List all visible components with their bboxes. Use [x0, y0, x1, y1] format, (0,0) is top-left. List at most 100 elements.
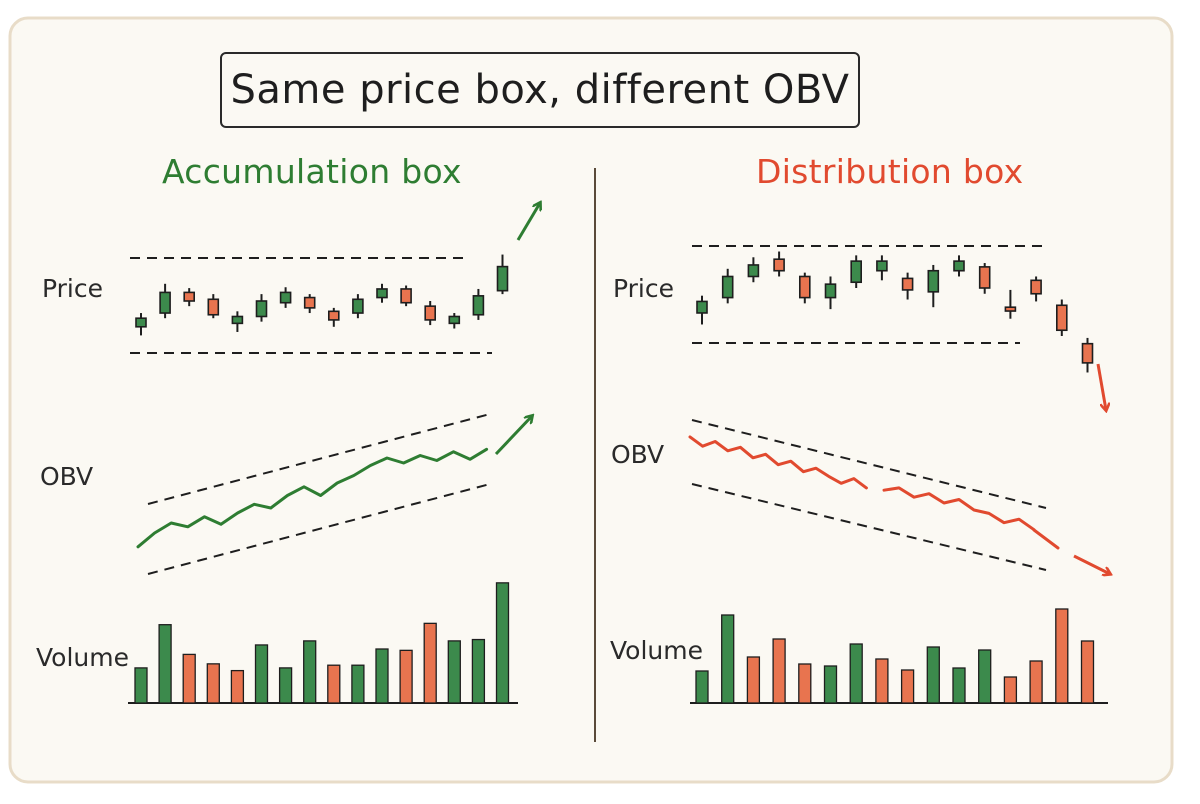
accumulation-heading: Accumulation box	[162, 152, 462, 191]
candle-body	[876, 260, 888, 272]
dist-volume-bar	[746, 656, 761, 704]
dist-volume-bar	[849, 643, 863, 704]
candle-body	[183, 291, 195, 302]
dist-candle	[978, 263, 991, 294]
dist-candle	[901, 272, 914, 300]
dist-candle	[876, 255, 888, 281]
acc-volume-bar	[134, 667, 148, 704]
candle-body	[279, 291, 292, 304]
candle-body	[400, 288, 412, 304]
dist-candle	[1056, 299, 1068, 336]
dist-volume-bar	[823, 665, 838, 704]
acc-volume-bar	[254, 644, 269, 704]
acc-obv-channel-bottom	[147, 483, 491, 575]
acc-volume-bar	[447, 640, 461, 704]
dist-candle	[1030, 276, 1042, 302]
acc-candle	[231, 311, 244, 332]
dist-candle	[747, 257, 760, 283]
dist-volume-bar	[900, 669, 915, 704]
candle-body	[1004, 306, 1017, 312]
acc-price-label: Price	[42, 274, 103, 303]
dist-volume-bar	[875, 658, 889, 704]
candle-body	[496, 265, 509, 292]
candle-body	[721, 275, 734, 299]
acc-volume-bar	[399, 649, 413, 704]
acc-volume-bar	[206, 663, 220, 704]
acc-candle	[279, 287, 292, 308]
acc-candle	[159, 283, 171, 319]
acc-candle	[303, 294, 316, 314]
distribution-panel	[688, 245, 1110, 704]
acc-volume-bar	[230, 669, 245, 704]
candle-body	[1030, 279, 1042, 295]
candle-body	[352, 298, 364, 314]
acc-candle	[255, 294, 268, 322]
acc-candle	[183, 288, 195, 307]
dist-candle	[1081, 337, 1094, 373]
candle-body	[424, 305, 437, 321]
dist-volume-bar	[978, 649, 992, 704]
acc-volume-bar	[375, 648, 389, 704]
acc-candle	[424, 301, 437, 326]
dist-volume-bar	[952, 667, 966, 704]
acc-volume-bar	[303, 640, 317, 704]
candle-body	[472, 295, 485, 316]
candle-body	[696, 300, 708, 314]
acc-candle	[472, 288, 485, 320]
acc-candle	[400, 285, 412, 307]
dist-obv-line	[688, 435, 868, 490]
acc-volume-bar	[182, 653, 196, 704]
candle-body	[376, 288, 388, 299]
dist-candle	[773, 251, 785, 277]
dist-volume-bar	[1080, 640, 1095, 704]
candle-body	[448, 315, 461, 325]
candle-body	[773, 258, 785, 272]
candle-body	[135, 317, 147, 328]
dist-candle	[927, 264, 940, 308]
dist-candle	[798, 272, 811, 304]
acc-candle	[496, 254, 509, 295]
dist-volume-bar	[721, 614, 735, 704]
candle-body	[850, 260, 863, 284]
candle-body	[798, 275, 811, 299]
dist-obv-channel-top	[691, 419, 1047, 509]
acc-candle	[207, 294, 220, 319]
dist-volume-label: Volume	[610, 636, 703, 665]
acc-obv-label: OBV	[40, 462, 94, 491]
acc-volume-bar	[471, 638, 486, 704]
acc-volume-bar	[158, 624, 172, 704]
candle-body	[953, 260, 965, 272]
dist-volume-bar	[1055, 608, 1069, 704]
candle-body	[231, 315, 244, 325]
candle-body	[1056, 304, 1068, 332]
acc-volume-bar	[327, 664, 341, 704]
dist-price-arrow	[1096, 363, 1106, 410]
candle-body	[327, 310, 340, 321]
candle-body	[207, 298, 220, 316]
frame	[8, 16, 1174, 784]
distribution-heading: Distribution box	[756, 152, 1024, 191]
acc-volume-bar	[351, 664, 365, 704]
dist-volume-bar	[798, 663, 812, 704]
dist-volume-bar	[1029, 660, 1043, 704]
dist-volume-bar	[1003, 676, 1018, 704]
dist-volume-bar	[926, 646, 940, 704]
dist-obv-arrow	[1073, 554, 1110, 574]
diagram-title: Same price box, different OBV	[220, 52, 860, 128]
candle-body	[1081, 342, 1094, 364]
dist-obv-line-continued	[882, 486, 1036, 532]
acc-obv-line	[136, 447, 489, 549]
dist-obv-channel-bottom	[691, 483, 1047, 571]
dist-volume-bar	[695, 670, 709, 704]
acc-volume-bar	[423, 622, 437, 704]
candle-body	[159, 291, 171, 314]
candle-body	[747, 264, 760, 278]
dist-price-label: Price	[613, 274, 674, 303]
candle-body	[255, 300, 268, 318]
title-text: Same price box, different OBV	[230, 67, 850, 113]
acc-candle	[448, 313, 461, 329]
dist-candle	[824, 276, 837, 310]
acc-candle	[376, 283, 388, 303]
acc-candle	[135, 313, 147, 336]
